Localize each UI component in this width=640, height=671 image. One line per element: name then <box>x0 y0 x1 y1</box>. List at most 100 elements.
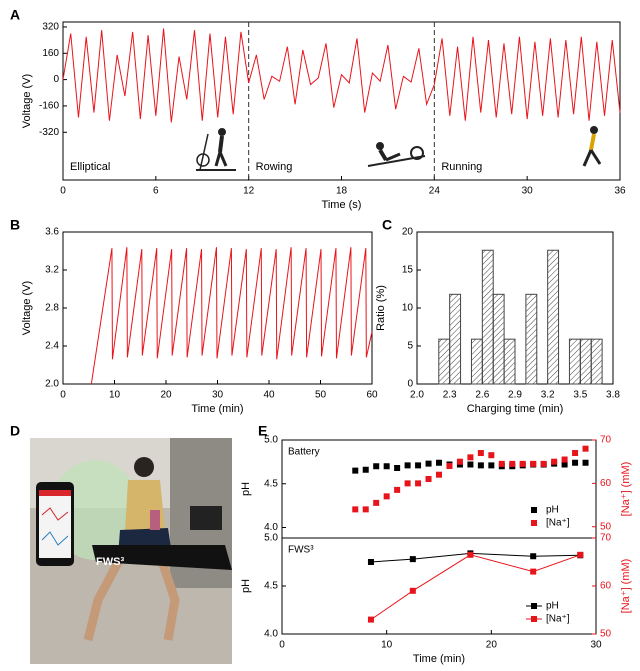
marker <box>367 616 374 623</box>
annotation: Elliptical <box>70 161 110 173</box>
histogram-bar <box>579 338 592 385</box>
series-line <box>370 552 581 563</box>
signal-line <box>62 28 621 123</box>
y2-axis-label: [Na⁺] (mM) <box>620 559 632 614</box>
marker <box>362 506 369 513</box>
photo: FWS³ <box>30 438 232 664</box>
x-tick-label: 20 <box>486 640 498 651</box>
y-tick-label: 5 <box>407 341 413 352</box>
x-tick-label: 30 <box>590 640 602 651</box>
x-tick-label: 30 <box>522 186 534 197</box>
marker <box>498 460 505 467</box>
marker <box>436 459 442 466</box>
x-tick-label: 36 <box>614 186 626 197</box>
icon-running <box>582 126 602 167</box>
x-tick-label: 0 <box>60 390 66 401</box>
y-tick-label: 3.2 <box>45 265 59 276</box>
y-axis-label: pH <box>240 482 252 496</box>
plot-frame <box>62 21 621 181</box>
y2-tick-label: 50 <box>600 629 612 640</box>
y-tick-label: 4.5 <box>264 581 278 592</box>
marker <box>572 450 579 457</box>
x-tick-label: 18 <box>336 186 348 197</box>
marker <box>367 559 374 565</box>
icon-rowing <box>367 142 426 167</box>
marker <box>582 445 589 452</box>
marker <box>404 480 411 487</box>
marker <box>456 458 463 465</box>
histogram-bar <box>547 249 560 385</box>
marker <box>488 452 495 459</box>
histogram-bar <box>492 293 505 385</box>
x-tick-label: 0 <box>60 186 66 197</box>
y-tick-label: 5.0 <box>264 533 278 544</box>
y-tick-label: 2.0 <box>45 379 59 390</box>
x-tick-label: 3.8 <box>606 390 620 401</box>
x-tick-label: 60 <box>366 390 378 401</box>
y-tick-label: 0 <box>407 379 413 390</box>
histogram-bar <box>525 293 538 385</box>
y-tick-label: 2.4 <box>45 341 59 352</box>
histogram-bar <box>568 338 581 385</box>
x-tick-label: 10 <box>381 640 393 651</box>
marker <box>577 551 584 558</box>
x-tick-label: 2.3 <box>443 390 457 401</box>
annotation: Rowing <box>256 161 293 173</box>
y-tick-label: 10 <box>402 303 414 314</box>
y-tick-label: 3.6 <box>45 227 59 238</box>
x-tick-label: 24 <box>429 186 441 197</box>
x-tick-label: 0 <box>279 640 285 651</box>
y2-tick-label: 60 <box>600 478 612 489</box>
histogram-bar <box>470 338 483 385</box>
y-tick-label: 320 <box>42 22 59 33</box>
x-tick-label: 3.5 <box>573 390 587 401</box>
marker <box>404 462 411 469</box>
y-tick-label: 2.8 <box>45 303 59 314</box>
panel-letter: A <box>10 7 20 23</box>
marker <box>467 461 474 468</box>
histogram-bar <box>449 293 462 385</box>
marker <box>446 463 453 470</box>
marker <box>415 480 422 487</box>
x-tick-label: 10 <box>109 390 121 401</box>
y-tick-label: 4.0 <box>264 522 278 533</box>
marker <box>425 476 432 483</box>
marker <box>540 460 547 467</box>
marker <box>582 459 589 466</box>
y2-tick-label: 50 <box>600 521 612 532</box>
y-tick-label: 4.5 <box>264 478 278 489</box>
y-tick-label: -320 <box>39 127 59 138</box>
marker <box>530 553 537 560</box>
legend-marker <box>531 603 537 609</box>
legend-label: pH <box>546 505 559 516</box>
x-tick-label: 2.6 <box>475 390 489 401</box>
x-axis-label: Time (min) <box>413 653 465 665</box>
marker <box>394 465 401 471</box>
panel-letter: C <box>382 217 392 233</box>
panel-text: FWS³ <box>288 545 314 556</box>
marker <box>415 462 422 469</box>
y-axis-label: Voltage (V) <box>21 74 33 128</box>
marker <box>383 493 390 500</box>
panel-letter: B <box>10 217 20 233</box>
y-tick-label: 0 <box>53 74 59 85</box>
y-tick-label: -160 <box>39 101 59 112</box>
x-axis-label: Time (s) <box>322 199 362 211</box>
y-tick-label: 5.0 <box>264 435 278 446</box>
marker <box>488 462 495 469</box>
x-tick-label: 30 <box>212 390 224 401</box>
y-axis-label: Ratio (%) <box>375 285 387 331</box>
marker <box>551 458 558 465</box>
marker <box>477 462 484 469</box>
annotation: Running <box>441 161 482 173</box>
marker <box>572 459 579 466</box>
y2-axis-label: [Na⁺] (mM) <box>620 462 632 517</box>
marker <box>477 450 484 457</box>
y-tick-label: 15 <box>402 265 414 276</box>
marker <box>425 460 432 467</box>
x-axis-label: Time (min) <box>191 403 243 415</box>
marker <box>519 460 526 467</box>
legend-label: [Na⁺] <box>546 614 570 625</box>
marker <box>383 463 390 470</box>
marker <box>352 467 359 474</box>
